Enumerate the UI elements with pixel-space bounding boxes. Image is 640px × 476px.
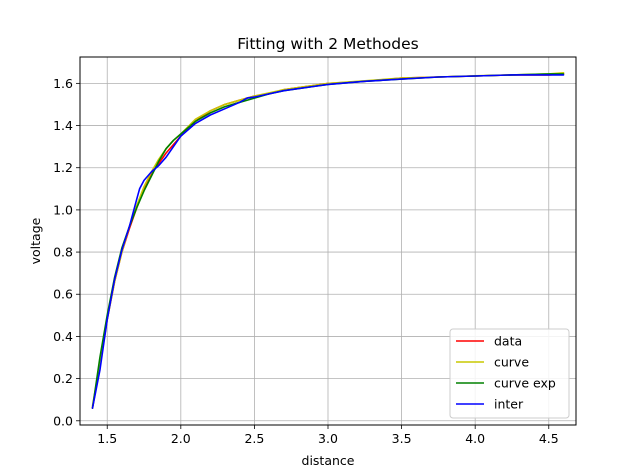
x-axis-label: distance (302, 453, 355, 468)
legend-label: inter (494, 397, 524, 412)
legend-label: data (494, 334, 522, 349)
y-tick-label: 0.0 (53, 413, 73, 428)
y-axis-label: voltage (28, 217, 43, 264)
x-tick-label: 3.0 (318, 431, 338, 446)
legend-label: curve exp (494, 376, 556, 391)
y-axis: 0.0 0.2 0.4 0.6 0.8 1.0 1.2 1.4 1.6 (53, 76, 80, 428)
legend-box (449, 328, 570, 419)
x-tick-label: 4.5 (539, 431, 559, 446)
series-layer (91, 72, 565, 409)
series-line-inter (91, 74, 565, 409)
y-tick-label: 0.2 (53, 371, 73, 386)
x-tick-label: 4.0 (465, 431, 485, 446)
y-tick-label: 1.2 (53, 160, 73, 175)
x-tick-label: 2.5 (244, 431, 264, 446)
legend: data curve curve exp inter (449, 328, 570, 419)
chart-title: Fitting with 2 Methodes (237, 35, 419, 53)
y-tick-label: 1.0 (53, 202, 73, 217)
y-tick-label: 0.6 (53, 287, 73, 302)
y-tick-label: 1.6 (53, 76, 73, 91)
x-tick-label: 2.0 (171, 431, 191, 446)
x-axis: 1.5 2.0 2.5 3.0 3.5 4.0 4.5 (97, 425, 559, 446)
x-tick-label: 1.5 (97, 431, 117, 446)
y-tick-label: 0.4 (53, 329, 73, 344)
y-tick-label: 1.4 (53, 118, 73, 133)
x-tick-label: 3.5 (392, 431, 412, 446)
legend-label: curve (494, 355, 529, 370)
y-tick-label: 0.8 (53, 245, 73, 260)
